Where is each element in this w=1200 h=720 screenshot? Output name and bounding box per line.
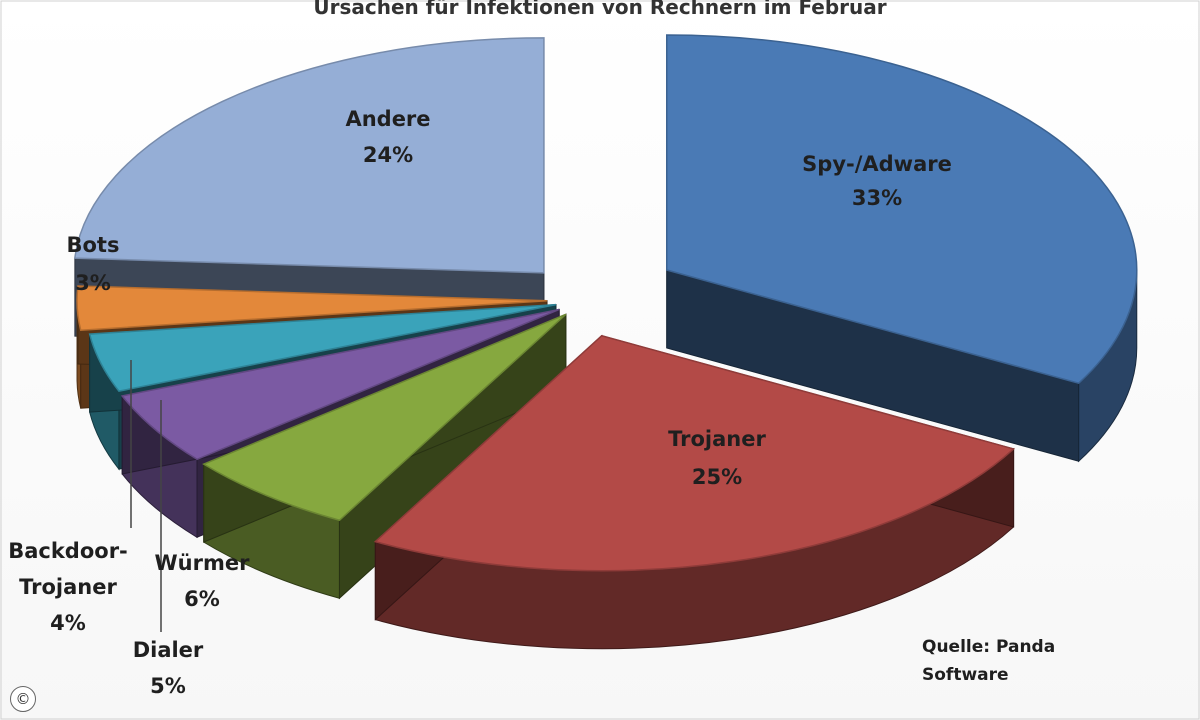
label-spyadware-name: Spy-/Adware xyxy=(802,152,952,176)
label-trojaner-value: 25% xyxy=(692,465,742,489)
label-spyadware-value: 33% xyxy=(852,186,902,210)
label-bots-name: Bots xyxy=(67,233,120,257)
source-note-line1: Quelle: Panda xyxy=(922,637,1055,657)
label-dialer-value: 5% xyxy=(150,674,186,698)
label-andere-name: Andere xyxy=(345,107,430,131)
pie-slices xyxy=(74,34,1138,650)
source-note-line2: Software xyxy=(922,665,1009,685)
label-dialer-name: Dialer xyxy=(133,638,204,662)
chart-title: Ursachen für Infektionen von Rechnern im… xyxy=(313,0,886,19)
slice-top-bots xyxy=(76,285,548,331)
slice-top-spy-adware xyxy=(666,34,1138,385)
slice-top-trojaner xyxy=(373,334,1016,572)
slice-top-backdoor-trojaner xyxy=(88,303,557,392)
slice-spy-adware xyxy=(666,34,1138,463)
slice-top-dialer xyxy=(120,308,560,461)
copyright-icon: © xyxy=(10,686,36,712)
label-backdoor-name-line2: Trojaner xyxy=(19,575,117,599)
label-wuermer-value: 6% xyxy=(184,587,220,611)
label-backdoor-name-line1: Backdoor- xyxy=(8,539,128,563)
label-bots-value: 3% xyxy=(75,271,111,295)
slice-top-andere xyxy=(74,37,545,274)
slice-top-w-rmer xyxy=(202,313,567,522)
slice-trojaner xyxy=(373,334,1016,650)
label-trojaner-name: Trojaner xyxy=(668,427,766,451)
label-wuermer-name: Würmer xyxy=(155,551,251,575)
label-backdoor-value: 4% xyxy=(50,611,86,635)
label-andere-value: 24% xyxy=(363,143,413,167)
